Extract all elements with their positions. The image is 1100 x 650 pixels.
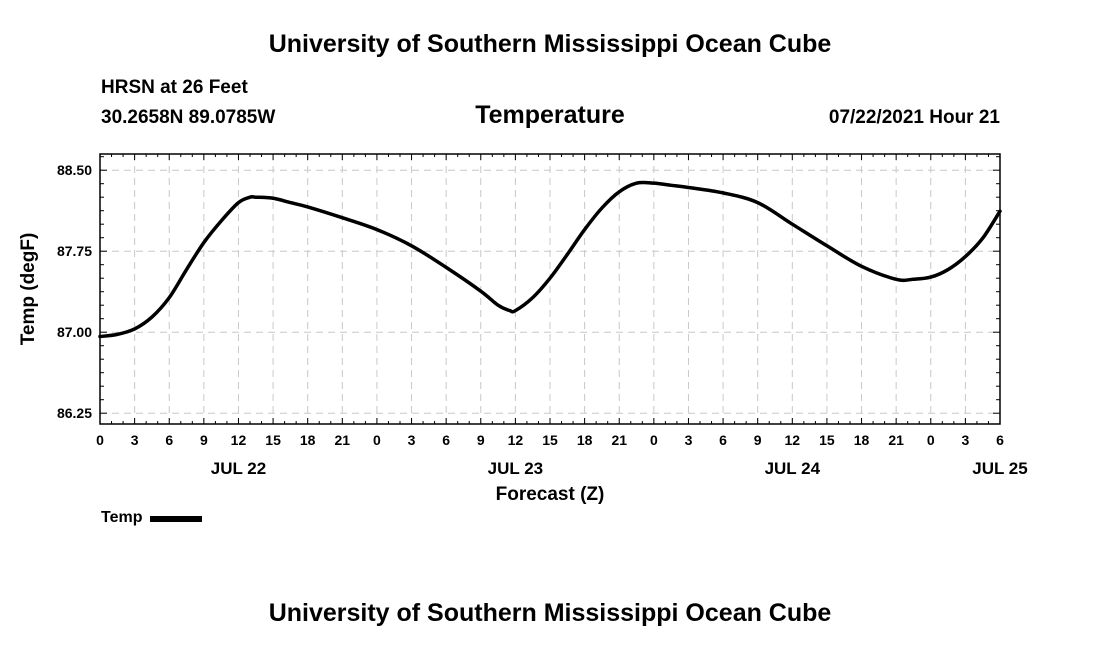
y-axis-label: Temp (degF)	[18, 233, 39, 346]
coordinates-label: 30.2658N 89.0785W	[101, 107, 276, 128]
date-label: JUL 25	[972, 459, 1027, 478]
chart-title: Temperature	[475, 101, 625, 129]
x-tick-label: 21	[611, 432, 627, 448]
page-title: University of Southern Mississippi Ocean…	[268, 30, 832, 58]
x-tick-label: 3	[131, 432, 139, 448]
station-label: HRSN at 26 Feet	[101, 77, 248, 98]
x-axis-label: Forecast (Z)	[496, 484, 605, 505]
footer-title: University of Southern Mississippi Ocean…	[268, 599, 832, 627]
x-tick-label: 18	[854, 432, 870, 448]
x-tick-label: 9	[754, 432, 762, 448]
x-tick-label: 0	[373, 432, 381, 448]
legend: Temp	[101, 509, 203, 527]
y-tick-label: 87.00	[57, 324, 92, 340]
x-tick-label: 3	[685, 432, 693, 448]
plot-frame	[99, 153, 1001, 425]
grid-lines	[100, 154, 1000, 424]
x-tick-label: 3	[408, 432, 416, 448]
x-tick-label: 9	[477, 432, 485, 448]
axis-labels: 0 3 6 9 12 15 18 21 0 3 6 9 12 15 18 21 0 3 6 9 12 15 18 21 0 3 6 J…	[57, 162, 1028, 478]
series-layer	[98, 180, 1002, 339]
x-tick-label: 18	[577, 432, 593, 448]
datetime-label: 07/22/2021 Hour 21	[828, 107, 1000, 128]
x-tick-label: 0	[650, 432, 658, 448]
x-tick-label: 15	[265, 432, 281, 448]
date-label: JUL 22	[211, 459, 266, 478]
series-line-temp	[98, 180, 1002, 339]
x-tick-label: 18	[300, 432, 316, 448]
y-tick-label: 88.50	[57, 162, 92, 178]
date-label: JUL 24	[765, 459, 821, 478]
x-tick-label: 6	[442, 432, 450, 448]
x-tick-label: 12	[231, 432, 247, 448]
legend-swatch	[150, 516, 203, 522]
y-tick-label: 87.75	[57, 243, 92, 259]
x-tick-label: 12	[785, 432, 801, 448]
x-tick-label: 15	[819, 432, 835, 448]
x-tick-label: 12	[508, 432, 524, 448]
x-tick-label: 3	[961, 432, 969, 448]
x-tick-label: 9	[200, 432, 208, 448]
y-tick-label: 86.25	[57, 405, 92, 421]
x-tick-label: 21	[888, 432, 904, 448]
x-tick-label: 6	[719, 432, 727, 448]
legend-label: Temp	[101, 509, 143, 526]
x-tick-label: 15	[542, 432, 558, 448]
x-tick-label: 6	[996, 432, 1004, 448]
date-label: JUL 23	[488, 459, 543, 478]
x-tick-label: 0	[927, 432, 935, 448]
x-tick-label: 0	[96, 432, 104, 448]
x-tick-label: 6	[165, 432, 173, 448]
x-tick-label: 21	[335, 432, 351, 448]
